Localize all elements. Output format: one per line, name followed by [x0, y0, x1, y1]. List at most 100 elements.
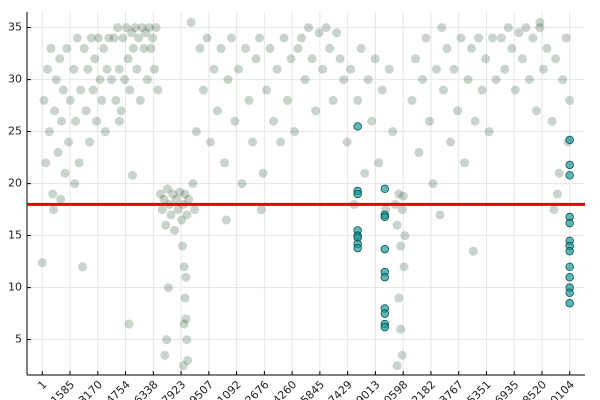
data-point [453, 106, 463, 116]
data-point [237, 179, 247, 189]
data-point [127, 170, 137, 180]
data-point [130, 23, 140, 33]
y-tick-label: 15 [8, 229, 22, 242]
data-point [114, 116, 124, 126]
x-tick-label: 28520 [515, 378, 549, 400]
data-point [163, 184, 173, 194]
data-point [90, 54, 100, 64]
data-point [179, 262, 189, 272]
data-point [182, 210, 192, 220]
x-tick-label: 7923 [159, 378, 188, 400]
data-point [177, 241, 187, 251]
data-point [503, 23, 513, 33]
x-tick-label: 3170 [76, 378, 105, 400]
data-point [191, 127, 201, 137]
data-point [258, 168, 268, 178]
data-point [370, 54, 380, 64]
data-point [69, 64, 79, 74]
data-point [148, 33, 158, 43]
data-point [367, 116, 377, 126]
data-point [565, 160, 574, 170]
data-point [396, 324, 406, 334]
data-point [144, 23, 154, 33]
data-point [180, 293, 190, 303]
data-point [175, 187, 185, 197]
data-point [481, 54, 491, 64]
data-point [477, 85, 487, 95]
x-tick-label: 11092 [210, 378, 244, 400]
data-point [363, 75, 373, 85]
data-point [304, 23, 314, 33]
data-point [380, 184, 390, 194]
data-point [467, 43, 477, 53]
data-point [146, 43, 156, 53]
data-point [398, 191, 408, 201]
data-point [181, 314, 191, 324]
data-point [48, 189, 58, 199]
data-point [151, 23, 161, 33]
data-point [248, 137, 258, 147]
data-point [116, 106, 126, 116]
data-point [335, 54, 345, 64]
data-point [134, 33, 144, 43]
data-point [93, 33, 103, 43]
data-point [64, 137, 74, 147]
data-point [81, 106, 91, 116]
data-point [163, 283, 173, 293]
x-tick-label: 26935 [488, 378, 522, 400]
data-point [41, 158, 51, 168]
data-point [496, 33, 506, 43]
data-point [118, 33, 128, 43]
data-point [183, 355, 193, 365]
data-point [474, 33, 484, 43]
data-point [113, 23, 123, 33]
data-point [380, 309, 390, 318]
data-point [159, 194, 169, 204]
data-point [190, 205, 200, 215]
data-point [43, 64, 53, 74]
data-point [388, 127, 398, 137]
x-tick-label: 6338 [132, 378, 161, 400]
data-point [517, 54, 527, 64]
data-point [290, 127, 300, 137]
data-point [353, 122, 362, 131]
data-point [279, 33, 289, 43]
data-point [241, 43, 251, 53]
data-point [396, 241, 406, 251]
data-point [109, 33, 119, 43]
data-point [58, 85, 68, 95]
data-point [221, 215, 231, 225]
data-point [380, 322, 390, 332]
data-point [56, 194, 66, 204]
x-tick-label: 20598 [376, 378, 410, 400]
data-point [414, 147, 424, 157]
data-point [353, 243, 362, 253]
data-point [39, 95, 49, 105]
data-point [74, 158, 84, 168]
data-point [353, 95, 363, 105]
data-point [421, 33, 431, 43]
data-point [139, 43, 149, 53]
data-point [561, 33, 571, 43]
data-point [442, 43, 452, 53]
data-point [449, 64, 459, 74]
data-point [332, 28, 342, 38]
data-point [70, 179, 80, 189]
x-tick-label: 15845 [293, 378, 327, 400]
data-point [156, 189, 166, 199]
data-point [535, 23, 545, 33]
data-point [160, 350, 170, 360]
data-point [102, 64, 112, 74]
data-point [78, 262, 88, 272]
data-point [380, 273, 390, 282]
x-tick-label: 23767 [432, 378, 466, 400]
data-point [226, 33, 236, 43]
y-tick-label: 30 [8, 73, 22, 86]
x-tick-label: 1 [35, 378, 49, 392]
data-point [216, 43, 226, 53]
data-point [60, 168, 70, 178]
data-point [44, 127, 54, 137]
data-point [551, 54, 561, 64]
data-point [428, 179, 438, 189]
data-point [51, 75, 61, 85]
